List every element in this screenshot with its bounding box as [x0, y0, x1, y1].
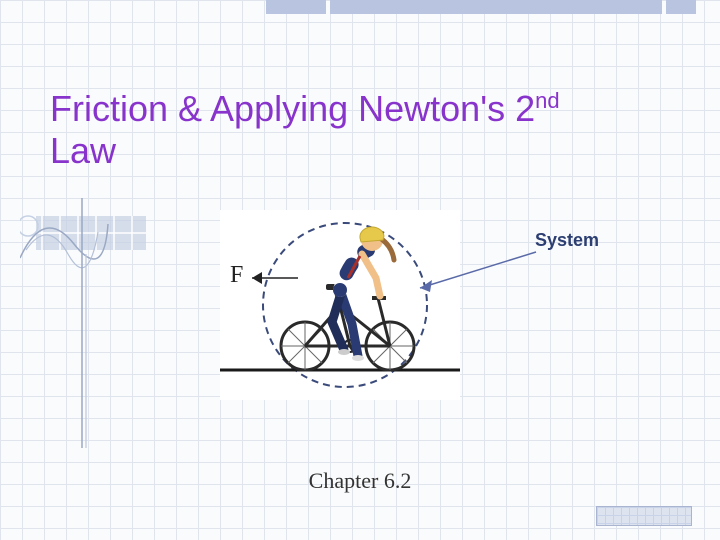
system-label: System	[535, 230, 599, 251]
system-pointer-head	[420, 280, 432, 292]
system-diagram	[0, 0, 720, 540]
system-pointer-line	[420, 252, 536, 288]
force-arrow-head	[252, 272, 262, 284]
cyclist-figure	[281, 227, 414, 370]
force-label: F	[230, 262, 243, 289]
